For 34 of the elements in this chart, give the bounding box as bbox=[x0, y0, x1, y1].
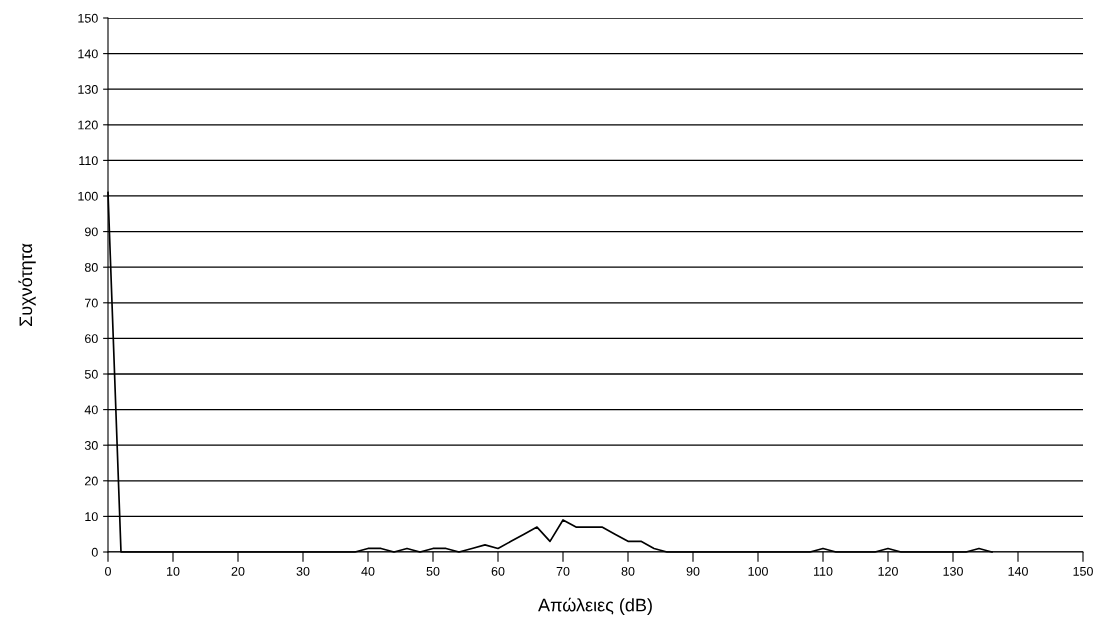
x-tick-label: 130 bbox=[943, 566, 963, 576]
x-tick-label: 40 bbox=[361, 566, 375, 576]
y-tick-label: 130 bbox=[78, 85, 98, 94]
y-tick-label: 110 bbox=[79, 156, 98, 166]
y-tick-label: 60 bbox=[85, 334, 98, 344]
x-tick-label: 0 bbox=[105, 566, 111, 576]
x-tick-label: 120 bbox=[878, 566, 898, 576]
y-tick-label: 90 bbox=[84, 227, 98, 237]
x-axis-title: Απώλειες (dB) bbox=[538, 597, 652, 616]
y-tick-label: 150 bbox=[78, 13, 98, 23]
x-tick-label: 150 bbox=[1073, 566, 1093, 576]
y-axis-title: Συχνότητα bbox=[18, 243, 36, 326]
x-tick-label: 50 bbox=[426, 566, 440, 576]
y-tick-label: 120 bbox=[78, 120, 98, 130]
x-tick-label: 30 bbox=[296, 566, 310, 576]
x-tick-label: 60 bbox=[491, 566, 505, 576]
y-tick-label: 10 bbox=[85, 512, 98, 522]
y-tick-label: 0 bbox=[91, 547, 98, 557]
x-tick-label: 10 bbox=[167, 566, 180, 576]
y-tick-label: 20 bbox=[85, 476, 98, 486]
y-tick-label: 40 bbox=[84, 405, 98, 415]
y-tick-label: 30 bbox=[84, 441, 98, 450]
x-tick-label: 90 bbox=[686, 566, 700, 576]
y-tick-label: 50 bbox=[84, 369, 98, 379]
x-tick-label: 140 bbox=[1008, 566, 1028, 576]
y-tick-label: 100 bbox=[78, 191, 98, 201]
x-tick-label: 80 bbox=[621, 566, 635, 576]
y-tick-label: 80 bbox=[84, 263, 98, 272]
x-tick-label: 20 bbox=[231, 566, 245, 576]
y-tick-label: 140 bbox=[78, 49, 98, 59]
y-tick-label: 70 bbox=[85, 298, 98, 308]
x-tick-label: 100 bbox=[748, 566, 768, 576]
x-tick-label: 110 bbox=[813, 566, 833, 576]
x-tick-label: 70 bbox=[556, 566, 570, 576]
